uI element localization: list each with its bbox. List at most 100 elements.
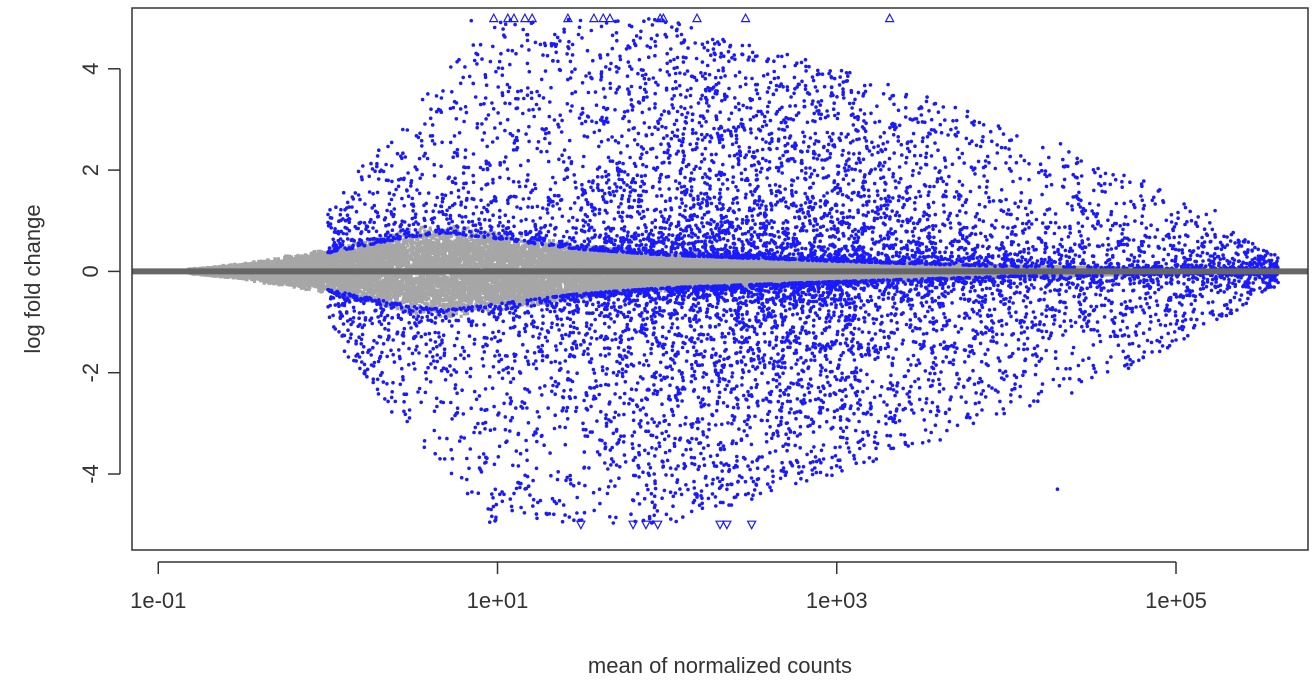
- significant-point: [1001, 132, 1006, 136]
- significant-point: [850, 244, 854, 248]
- significant-point: [1118, 328, 1123, 332]
- significant-point: [962, 348, 967, 352]
- significant-point: [510, 508, 514, 513]
- significant-point: [490, 101, 494, 105]
- significant-point: [1089, 277, 1094, 281]
- significant-point: [894, 253, 899, 257]
- significant-point: [734, 323, 738, 327]
- significant-point: [836, 191, 840, 195]
- significant-point: [1055, 366, 1060, 371]
- significant-point: [715, 92, 719, 96]
- significant-point: [422, 439, 427, 443]
- significant-point: [1043, 257, 1047, 262]
- significant-point: [750, 294, 754, 299]
- significant-point: [491, 330, 495, 335]
- significant-point: [1195, 253, 1200, 257]
- significant-point: [505, 117, 510, 122]
- significant-point: [868, 83, 873, 87]
- significant-point: [991, 321, 996, 325]
- significant-point: [839, 309, 844, 314]
- significant-point: [1022, 274, 1027, 278]
- significant-point: [603, 354, 608, 358]
- significant-point: [854, 370, 859, 375]
- significant-point: [522, 238, 527, 243]
- significant-point: [493, 126, 497, 130]
- significant-point: [685, 111, 690, 115]
- significant-point: [1253, 245, 1257, 250]
- significant-point: [700, 42, 705, 46]
- significant-point: [785, 85, 790, 89]
- significant-point: [334, 205, 338, 209]
- significant-point: [891, 446, 896, 451]
- significant-point: [740, 360, 744, 364]
- significant-point: [962, 161, 966, 165]
- significant-point: [625, 322, 630, 327]
- significant-point: [620, 374, 625, 379]
- significant-point: [653, 125, 657, 129]
- significant-point: [472, 389, 477, 394]
- significant-point: [824, 347, 828, 351]
- significant-point: [817, 109, 821, 113]
- significant-point: [891, 172, 896, 176]
- significant-point: [590, 209, 595, 213]
- significant-point: [925, 144, 929, 149]
- significant-point: [723, 377, 727, 382]
- significant-point: [863, 352, 868, 357]
- significant-point: [1157, 349, 1162, 354]
- significant-point: [644, 412, 648, 417]
- significant-point: [914, 363, 919, 368]
- significant-point: [676, 404, 680, 408]
- significant-point: [755, 342, 760, 347]
- significant-point: [919, 113, 924, 117]
- significant-point: [1073, 320, 1078, 325]
- significant-point: [438, 457, 442, 461]
- significant-point: [1149, 320, 1153, 324]
- significant-point: [1082, 292, 1086, 296]
- significant-point: [1067, 276, 1071, 281]
- significant-point: [721, 203, 725, 207]
- significant-point: [525, 349, 530, 354]
- significant-point: [602, 220, 606, 224]
- significant-point: [957, 314, 961, 319]
- significant-point: [856, 401, 860, 405]
- significant-point: [553, 359, 558, 364]
- significant-point: [904, 106, 908, 110]
- significant-point: [872, 199, 877, 204]
- significant-point: [873, 357, 877, 362]
- significant-point: [432, 142, 437, 146]
- significant-point: [526, 158, 530, 163]
- significant-point: [674, 467, 678, 471]
- significant-point: [689, 455, 694, 460]
- significant-point: [796, 82, 801, 87]
- significant-point: [1059, 282, 1064, 287]
- significant-point: [1042, 297, 1046, 302]
- significant-point: [818, 302, 822, 306]
- significant-point: [735, 459, 739, 463]
- significant-point: [895, 320, 899, 325]
- significant-point: [835, 185, 839, 190]
- significant-point: [1216, 290, 1220, 295]
- significant-point: [575, 511, 579, 515]
- significant-point: [763, 114, 767, 119]
- significant-point: [746, 294, 750, 299]
- significant-point: [1091, 224, 1095, 228]
- significant-point: [1021, 373, 1025, 378]
- significant-point: [790, 194, 795, 198]
- significant-point: [522, 326, 527, 331]
- significant-point: [755, 148, 760, 153]
- significant-point: [555, 314, 559, 319]
- significant-point: [727, 231, 731, 235]
- significant-point: [953, 105, 958, 110]
- significant-point: [793, 215, 797, 220]
- significant-point: [491, 365, 496, 369]
- significant-point: [417, 156, 422, 161]
- significant-point: [862, 221, 866, 226]
- significant-point: [866, 342, 871, 346]
- significant-point: [983, 395, 988, 399]
- significant-point: [913, 207, 917, 211]
- significant-point: [832, 101, 836, 105]
- significant-point: [622, 228, 626, 233]
- significant-point: [807, 64, 811, 69]
- significant-point: [476, 421, 480, 426]
- significant-point: [736, 312, 741, 316]
